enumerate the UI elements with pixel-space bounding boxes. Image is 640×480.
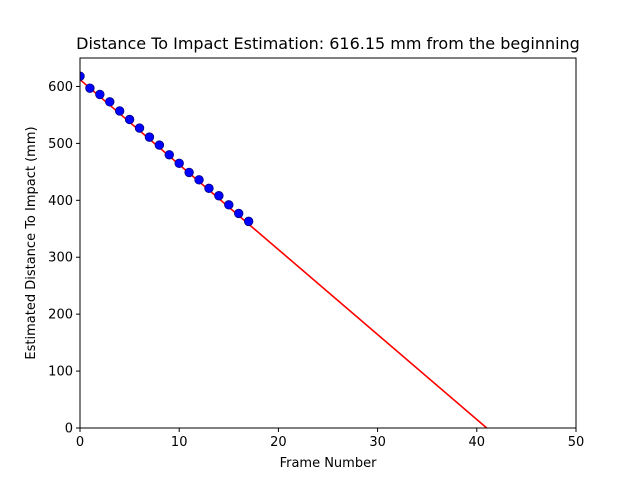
x-tick-label: 10 [171, 435, 188, 450]
x-axis: 0 10 20 30 40 50 [76, 428, 584, 450]
y-tick-label: 300 [48, 251, 73, 266]
y-axis: 0 100 200 300 400 500 600 [48, 80, 80, 437]
data-point [164, 150, 174, 160]
x-tick-label: 40 [469, 435, 486, 450]
data-point [184, 167, 194, 178]
y-tick-label: 0 [65, 422, 73, 437]
data-point [124, 114, 135, 125]
data-point [224, 200, 234, 210]
data-point [234, 208, 244, 219]
data-point [154, 140, 165, 150]
data-point [214, 191, 224, 201]
data-point [194, 175, 204, 185]
x-tick-label: 0 [76, 435, 84, 450]
data-point [134, 123, 145, 133]
y-tick-label: 500 [48, 137, 73, 152]
y-tick-label: 400 [48, 194, 73, 209]
plot-area [80, 71, 488, 428]
plot-frame [79, 57, 577, 429]
data-point [114, 106, 125, 116]
y-tick-label: 600 [48, 80, 73, 95]
x-tick-label: 50 [568, 435, 585, 450]
data-point [95, 89, 105, 100]
chart-title: Distance To Impact Estimation: 616.15 mm… [76, 34, 580, 53]
y-tick-label: 200 [48, 308, 73, 323]
data-point [243, 216, 254, 227]
x-tick-label: 30 [369, 435, 386, 450]
x-tick-label: 20 [270, 435, 287, 450]
y-tick-label: 100 [48, 365, 73, 380]
x-axis-label: Frame Number [280, 456, 378, 471]
data-point [174, 158, 184, 169]
data-point [204, 183, 214, 194]
data-point [105, 97, 115, 107]
data-point [80, 71, 85, 81]
data-point [144, 132, 155, 142]
data-point [85, 83, 95, 93]
y-axis-label: Estimated Distance To Impact (mm) [24, 126, 39, 359]
